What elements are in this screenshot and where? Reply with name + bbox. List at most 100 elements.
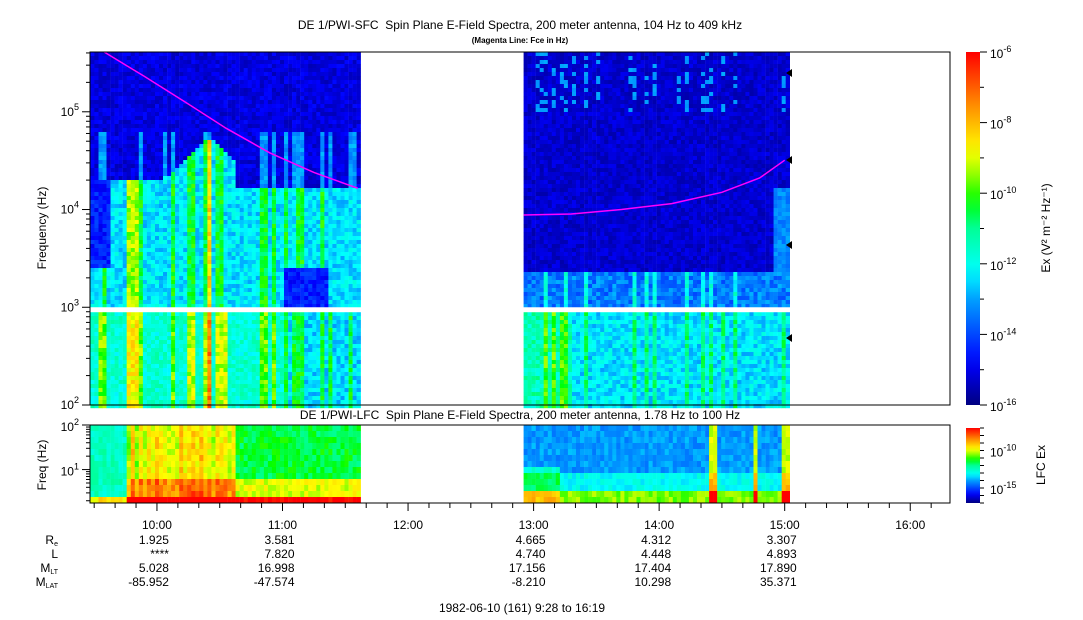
heatmap-cell: [292, 328, 297, 333]
heatmap-cell: [94, 384, 99, 389]
heatmap-cell: [304, 236, 309, 241]
heatmap-cell: [296, 72, 301, 77]
heatmap-cell: [195, 164, 200, 169]
heatmap-cell: [247, 332, 252, 337]
heatmap-cell: [227, 380, 232, 385]
heatmap-cell: [106, 348, 111, 353]
heatmap-cell: [146, 324, 152, 329]
heatmap-cell: [251, 212, 257, 217]
heatmap-cell: [130, 124, 136, 129]
heatmap-cell: [255, 260, 261, 265]
heatmap-cell: [271, 376, 277, 381]
heatmap-cell: [171, 392, 176, 397]
heatmap-cell: [292, 248, 297, 253]
heatmap-cell: [207, 388, 212, 393]
heatmap-cell: [134, 224, 140, 229]
heatmap-cell: [296, 272, 301, 277]
heatmap-cell: [312, 360, 317, 365]
heatmap-cell: [316, 164, 321, 169]
heatmap-cell: [130, 292, 136, 297]
heatmap-cell: [90, 172, 95, 177]
heatmap-cell: [288, 120, 293, 125]
heatmap-cell: [247, 328, 252, 333]
heatmap-cell: [134, 60, 140, 65]
heatmap-cell: [207, 324, 212, 329]
heatmap-cell: [259, 52, 265, 57]
heatmap-cell: [300, 84, 305, 89]
heatmap-cell: [300, 316, 305, 321]
heatmap-cell: [146, 404, 152, 409]
heatmap-cell: [195, 196, 200, 201]
heatmap-cell: [90, 388, 95, 393]
heatmap-cell: [102, 248, 107, 253]
heatmap-cell: [122, 272, 127, 277]
heatmap-cell: [159, 164, 164, 169]
heatmap-cell: [271, 296, 277, 301]
heatmap-cell: [110, 340, 115, 345]
heatmap-cell: [251, 168, 257, 173]
heatmap-cell: [199, 388, 204, 393]
heatmap-cell: [284, 320, 289, 325]
heatmap-cell: [98, 272, 103, 277]
heatmap-cell: [114, 56, 119, 61]
heatmap-cell: [308, 180, 313, 185]
heatmap-cell: [94, 144, 99, 149]
heatmap-cell: [251, 304, 257, 309]
heatmap-cell: [219, 400, 224, 405]
heatmap-cell: [231, 172, 236, 177]
heatmap-cell: [191, 364, 196, 369]
heatmap-cell: [122, 396, 127, 401]
heatmap-cell: [235, 376, 240, 381]
heatmap-cell: [114, 364, 119, 369]
heatmap-cell: [110, 336, 115, 341]
heatmap-cell: [179, 272, 184, 277]
heatmap-cell: [146, 264, 152, 269]
heatmap-cell: [276, 392, 281, 397]
heatmap-cell: [122, 180, 127, 185]
heatmap-cell: [118, 104, 123, 109]
heatmap-cell: [280, 236, 285, 241]
heatmap-cell: [98, 172, 103, 177]
heatmap-cell: [255, 200, 261, 205]
heatmap-cell: [163, 204, 168, 209]
heatmap-cell: [308, 196, 313, 201]
heatmap-cell: [247, 392, 252, 397]
heatmap-cell: [223, 76, 228, 81]
heatmap-cell: [175, 336, 180, 341]
heatmap-cell: [146, 392, 152, 397]
heatmap-cell: [304, 392, 309, 397]
heatmap-cell: [150, 132, 156, 137]
heatmap-cell: [219, 344, 224, 349]
heatmap-cell: [150, 228, 156, 233]
heatmap-cell: [288, 296, 293, 301]
heatmap-cell: [179, 60, 184, 65]
heatmap-cell: [142, 256, 148, 261]
heatmap-cell: [267, 396, 273, 401]
heatmap-cell: [155, 324, 160, 329]
heatmap-cell: [155, 396, 160, 401]
heatmap-cell: [284, 168, 289, 173]
heatmap-cell: [179, 236, 184, 241]
heatmap-cell: [292, 216, 297, 221]
heatmap-cell: [308, 236, 313, 241]
heatmap-cell: [219, 356, 224, 361]
heatmap-cell: [308, 56, 313, 61]
heatmap-cell: [90, 108, 95, 113]
heatmap-cell: [243, 96, 248, 101]
heatmap-cell: [114, 72, 119, 77]
heatmap-cell: [171, 236, 176, 241]
heatmap-cell: [255, 92, 261, 97]
heatmap-cell: [167, 328, 172, 333]
heatmap-cell: [304, 88, 309, 93]
heatmap-cell: [199, 168, 204, 173]
heatmap-cell: [114, 344, 119, 349]
heatmap-cell: [308, 96, 313, 101]
heatmap-cell: [98, 392, 103, 397]
heatmap-cell: [207, 244, 212, 249]
heatmap-cell: [142, 200, 148, 205]
heatmap-cell: [102, 336, 107, 341]
heatmap-cell: [316, 252, 321, 257]
heatmap-cell: [142, 148, 148, 153]
heatmap-cell: [304, 312, 309, 317]
heatmap-cell: [183, 284, 188, 289]
